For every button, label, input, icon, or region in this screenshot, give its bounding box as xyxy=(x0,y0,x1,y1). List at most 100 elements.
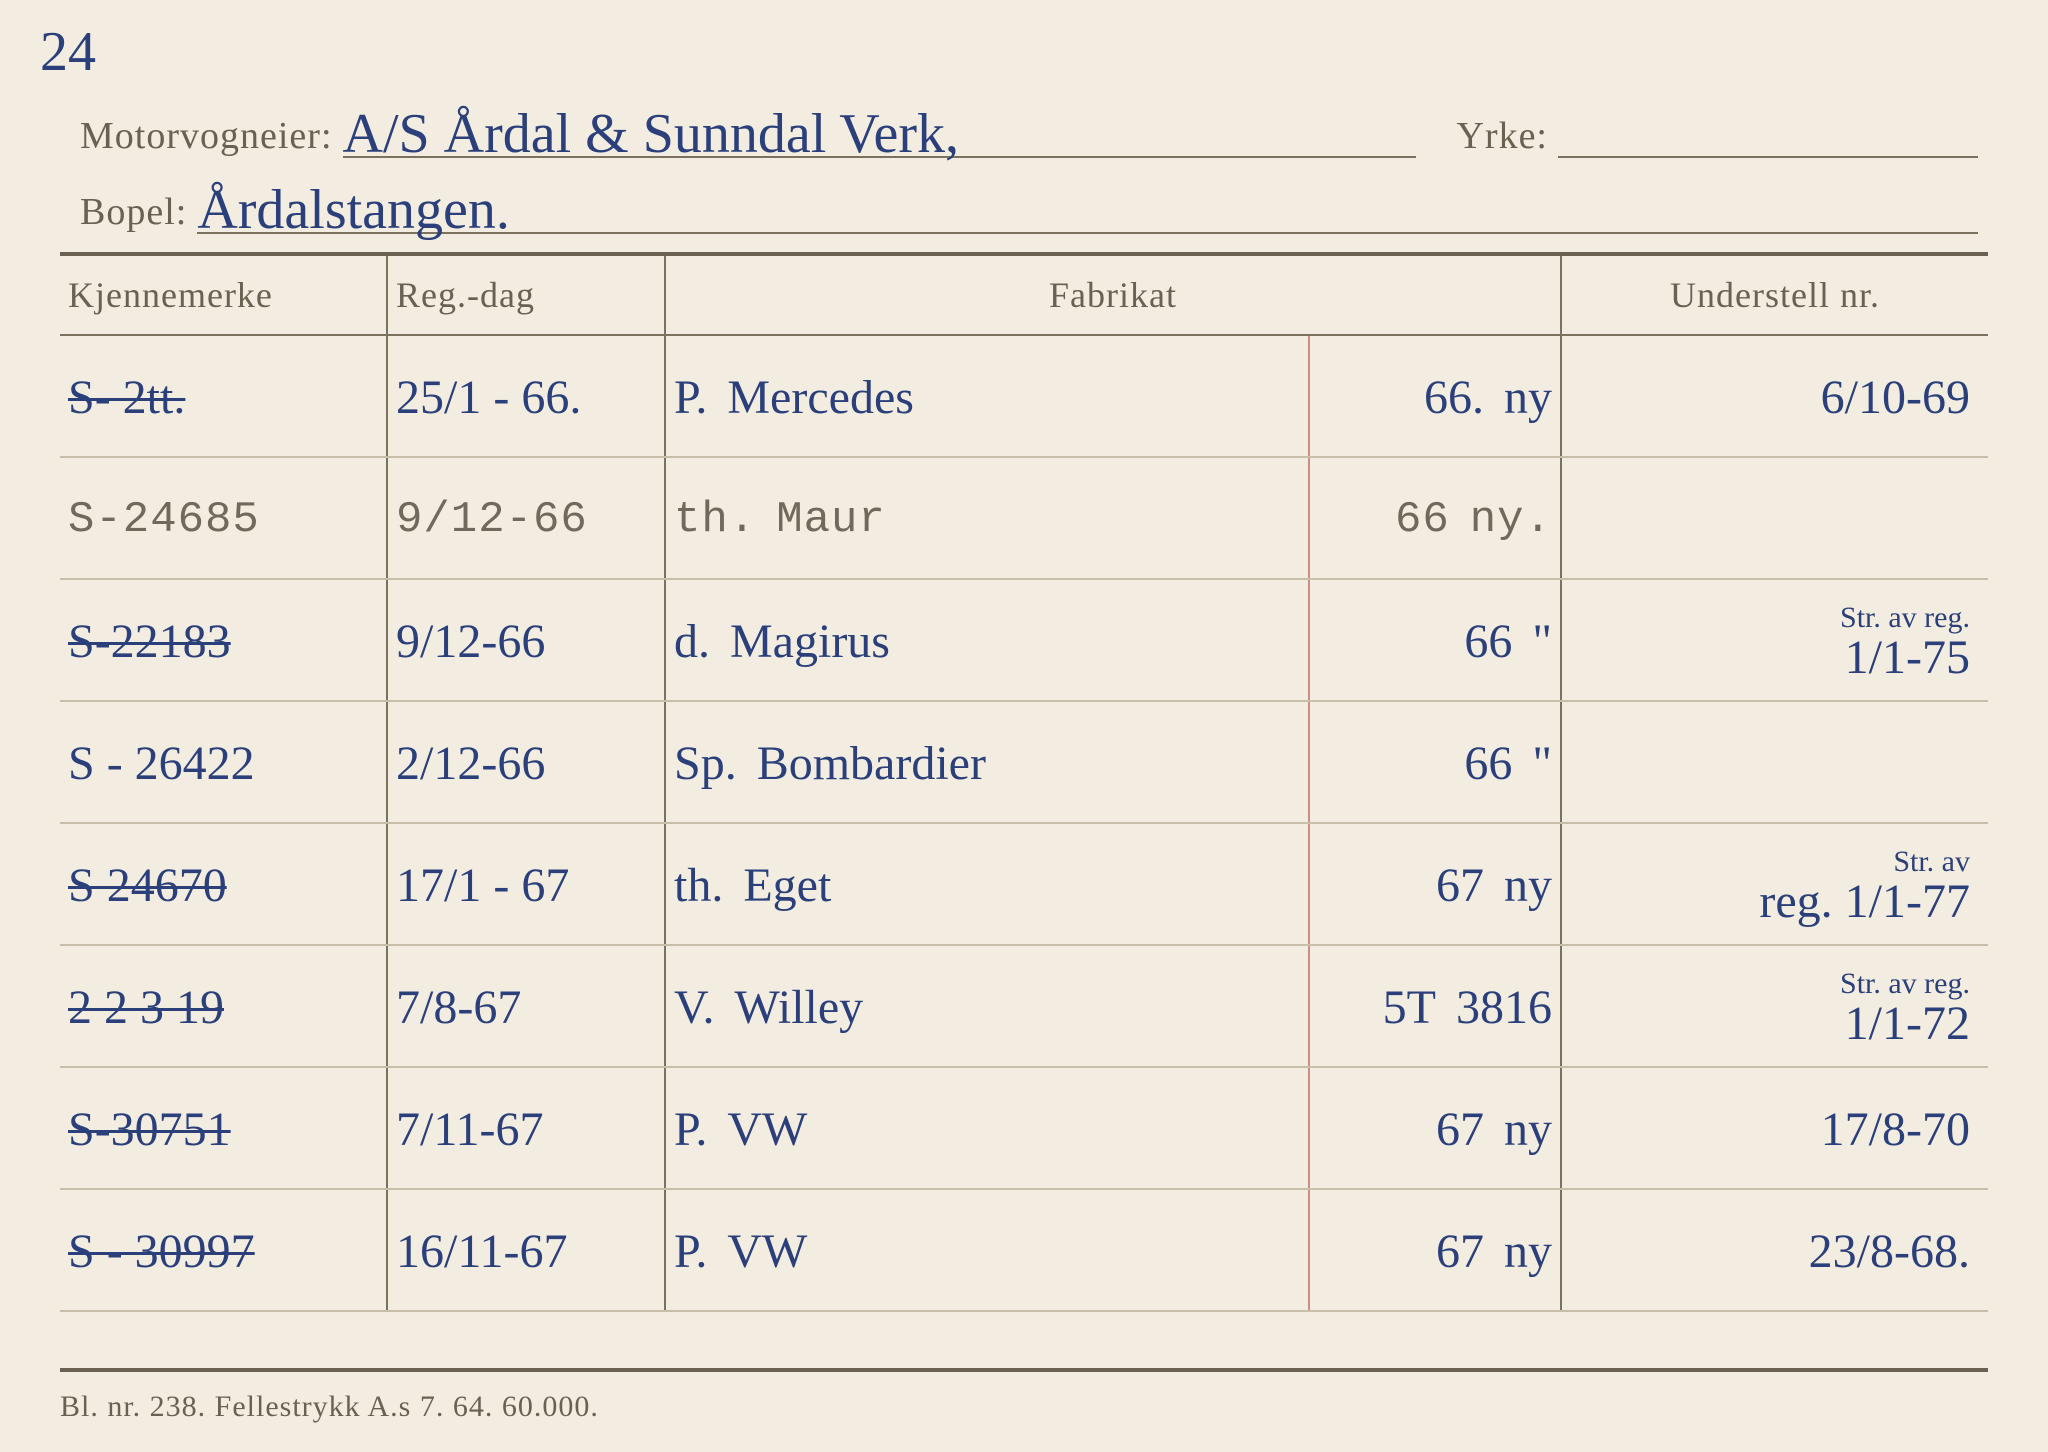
kjennemerke-value: 2 2 3 19 xyxy=(68,981,224,1034)
red-divider xyxy=(1308,580,1310,700)
fabrikat-state: ny xyxy=(1504,1228,1552,1276)
fabrikat-name: Mercedes xyxy=(727,374,1404,422)
cell-understell xyxy=(1561,701,1988,823)
understell-value: 6/10-69 xyxy=(1821,374,1970,422)
kjennemerke-value: S-22183 xyxy=(68,615,231,668)
regdag-value: 9/12-66 xyxy=(396,615,545,668)
kjennemerke-value: S-30751 xyxy=(68,1103,231,1156)
fabrikat-prefix: d. xyxy=(674,618,710,666)
regdag-value: 7/8-67 xyxy=(396,981,521,1034)
kjennemerke-value: S-24685 xyxy=(68,495,260,545)
corner-number: 24 xyxy=(40,20,96,84)
table-row: S-307517/11-67P.VW67ny17/8-70 xyxy=(60,1067,1988,1189)
fabrikat-name: Magirus xyxy=(730,618,1444,666)
fabrikat-year: 66. xyxy=(1424,374,1484,422)
kjennemerke-value: S- 2tt. xyxy=(68,371,185,424)
table-head: Kjennemerke Reg.-dag Fabrikat Understell… xyxy=(60,256,1988,335)
occupation-field xyxy=(1558,100,1978,158)
cell-kjennemerke: S - 30997 xyxy=(60,1189,387,1311)
cell-kjennemerke: 2 2 3 19 xyxy=(60,945,387,1067)
fabrikat-prefix: P. xyxy=(674,1228,707,1276)
cell-kjennemerke: S 24670 xyxy=(60,823,387,945)
kjennemerke-value: S - 26422 xyxy=(68,737,255,790)
vehicle-table: Kjennemerke Reg.-dag Fabrikat Understell… xyxy=(60,256,1988,1312)
fabrikat-year: 66 xyxy=(1464,740,1512,788)
fabrikat-prefix: V. xyxy=(674,984,714,1032)
fabrikat-state: " xyxy=(1532,740,1552,788)
cell-kjennemerke: S - 26422 xyxy=(60,701,387,823)
red-divider xyxy=(1308,824,1310,944)
cell-fabrikat: P.Mercedes66.ny xyxy=(665,335,1561,457)
table-row: S 2467017/1 - 67th.Eget67nyStr. avreg. 1… xyxy=(60,823,1988,945)
owner-label: Motorvogneier: xyxy=(80,114,333,158)
regdag-value: 2/12-66 xyxy=(396,737,545,790)
cell-understell: Str. av reg.1/1-72 xyxy=(1561,945,1988,1067)
regdag-value: 7/11-67 xyxy=(396,1103,544,1156)
table-row: 2 2 3 197/8-67V.Willey5T3816Str. av reg.… xyxy=(60,945,1988,1067)
table-row: S - 264222/12-66Sp.Bombardier66" xyxy=(60,701,1988,823)
fabrikat-state: ny xyxy=(1504,1106,1552,1154)
fabrikat-state: ny. xyxy=(1470,495,1552,545)
cell-fabrikat: P.VW67ny xyxy=(665,1067,1561,1189)
header-line-residence: Bopel: Årdalstangen. xyxy=(80,176,1988,234)
kjennemerke-value: S 24670 xyxy=(68,859,227,912)
cell-regdag: 9/12-66 xyxy=(387,457,665,579)
cell-regdag: 17/1 - 67 xyxy=(387,823,665,945)
fabrikat-year: 66 xyxy=(1395,495,1450,545)
owner-value: A/S Årdal & Sunndal Verk, xyxy=(343,103,960,165)
cell-understell: 23/8-68. xyxy=(1561,1189,1988,1311)
col-header-fabrikat: Fabrikat xyxy=(665,256,1561,335)
owner-field: A/S Årdal & Sunndal Verk, xyxy=(343,100,1417,158)
fabrikat-year: 67 xyxy=(1436,1106,1484,1154)
cell-fabrikat: V. Willey 5T 3816 xyxy=(665,945,1561,1067)
regdag-value: 16/11-67 xyxy=(396,1225,568,1278)
cell-fabrikat: Sp.Bombardier66" xyxy=(665,701,1561,823)
fabrikat-name: Willey xyxy=(734,984,1362,1032)
cell-kjennemerke: S-24685 xyxy=(60,457,387,579)
fabrikat-prefix: Sp. xyxy=(674,740,737,788)
fabrikat-state: 3816 xyxy=(1456,984,1552,1032)
fabrikat-prefix: th. xyxy=(674,495,756,545)
residence-field: Årdalstangen. xyxy=(197,176,1978,234)
understell-value: 17/8-70 xyxy=(1821,1106,1970,1154)
understell-value: 1/1-72 xyxy=(1845,1000,1970,1048)
fabrikat-name: VW xyxy=(727,1228,1416,1276)
cell-fabrikat: th. Maur 66 ny. xyxy=(665,457,1561,579)
table-row: S- 2tt.25/1 - 66.P.Mercedes66.ny6/10-69 xyxy=(60,335,1988,457)
cell-understell xyxy=(1561,457,1988,579)
fabrikat-state: " xyxy=(1532,618,1552,666)
cell-understell: 6/10-69 xyxy=(1561,335,1988,457)
regdag-value: 17/1 - 67 xyxy=(396,859,569,912)
col-header-kjennemerke: Kjennemerke xyxy=(60,256,387,335)
fabrikat-year: 5T xyxy=(1383,984,1436,1032)
red-divider xyxy=(1308,1190,1310,1310)
table-header-row: Kjennemerke Reg.-dag Fabrikat Understell… xyxy=(60,256,1988,335)
fabrikat-year: 67 xyxy=(1436,862,1484,910)
understell-note: Str. av xyxy=(1893,846,1970,878)
header-line-owner: Motorvogneier: A/S Årdal & Sunndal Verk,… xyxy=(80,100,1988,158)
cell-regdag: 25/1 - 66. xyxy=(387,335,665,457)
cell-understell: Str. av reg.1/1-75 xyxy=(1561,579,1988,701)
cell-regdag: 7/11-67 xyxy=(387,1067,665,1189)
form-footer: Bl. nr. 238. Fellestrykk A.s 7. 64. 60.0… xyxy=(60,1390,599,1424)
fabrikat-state: ny xyxy=(1504,374,1552,422)
fabrikat-prefix: th. xyxy=(674,862,723,910)
red-divider xyxy=(1308,702,1310,822)
fabrikat-name: Maur xyxy=(776,495,1375,545)
cell-fabrikat: th.Eget67ny xyxy=(665,823,1561,945)
table-row: S - 3099716/11-67P.VW67ny23/8-68. xyxy=(60,1189,1988,1311)
cell-fabrikat: P.VW67ny xyxy=(665,1189,1561,1311)
understell-note: Str. av reg. xyxy=(1840,602,1970,634)
residence-label: Bopel: xyxy=(80,190,187,234)
bottom-thick-rule xyxy=(60,1368,1988,1372)
understell-value: 1/1-75 xyxy=(1845,634,1970,682)
table-row: S-221839/12-66d.Magirus66"Str. av reg.1/… xyxy=(60,579,1988,701)
card-header: Motorvogneier: A/S Årdal & Sunndal Verk,… xyxy=(80,100,1988,234)
cell-understell: Str. avreg. 1/1-77 xyxy=(1561,823,1988,945)
understell-note: Str. av reg. xyxy=(1840,968,1970,1000)
understell-value: reg. 1/1-77 xyxy=(1759,878,1970,926)
fabrikat-state: ny xyxy=(1504,862,1552,910)
cell-kjennemerke: S- 2tt. xyxy=(60,335,387,457)
regdag-value: 25/1 - 66. xyxy=(396,371,581,424)
kjennemerke-value: S - 30997 xyxy=(68,1225,255,1278)
